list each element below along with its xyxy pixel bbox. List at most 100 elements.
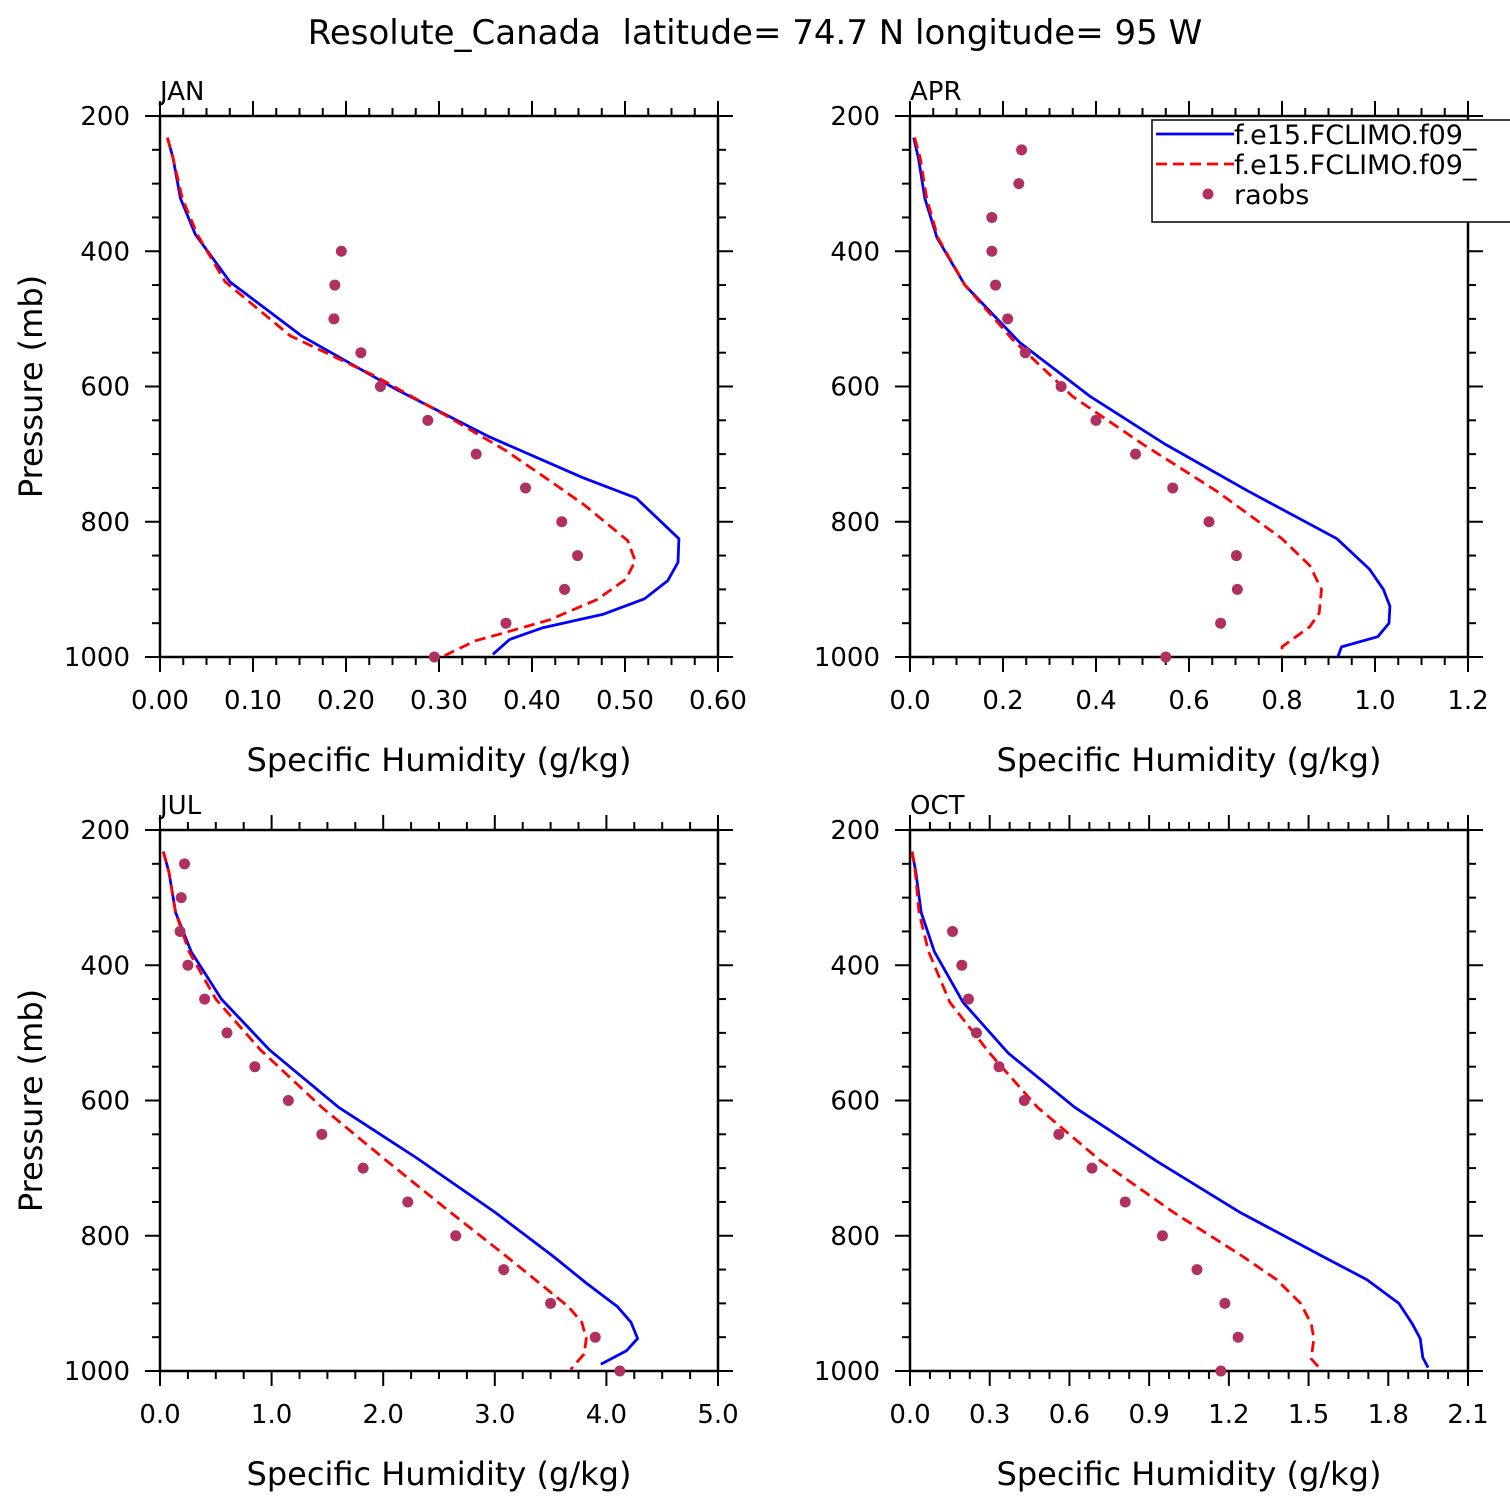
x-tick-label: 4.0 — [586, 1400, 627, 1430]
plot-frame — [158, 114, 720, 659]
model-series-solid-line — [166, 137, 681, 656]
raobs-point — [1016, 144, 1028, 156]
raobs-point — [1119, 1196, 1131, 1208]
y-tick-label: 800 — [830, 508, 880, 538]
y-tick-label: 400 — [830, 237, 880, 267]
raobs-point — [199, 993, 211, 1005]
y-tick-label: 1000 — [64, 643, 130, 673]
raobs-point — [1215, 1365, 1227, 1377]
model-series-dashed-line — [166, 137, 637, 657]
x-tick-label: 0.10 — [224, 686, 282, 716]
raobs-point — [1018, 1095, 1030, 1106]
x-tick-label: 0.6 — [1049, 1400, 1090, 1430]
y-tick-label: 200 — [80, 816, 130, 846]
raobs-point — [428, 651, 440, 663]
panel-title: JAN — [158, 77, 204, 107]
raobs-point — [589, 1331, 601, 1343]
raobs-point — [1167, 482, 1179, 494]
legend-box — [1151, 119, 1510, 223]
x-tick-label: 0.0 — [889, 686, 930, 716]
raobs-series — [174, 858, 626, 1377]
panel-title: JUL — [158, 791, 202, 821]
raobs-point — [986, 245, 998, 257]
x-tick-label: 0.60 — [689, 686, 747, 716]
raobs-point — [1053, 1128, 1065, 1140]
model-series-dashed-line — [161, 851, 588, 1371]
raobs-point — [282, 1095, 294, 1106]
y-tick-label: 600 — [830, 1087, 880, 1117]
y-axis-label: Pressure (mb) — [12, 989, 50, 1212]
raobs-point — [986, 211, 998, 223]
plot-frame — [158, 828, 720, 1373]
x-axis-label: Specific Humidity (g/kg) — [247, 741, 632, 779]
raobs-point — [614, 1365, 626, 1377]
raobs-point — [962, 993, 974, 1005]
x-tick-label: 5.0 — [697, 1400, 738, 1430]
raobs-point — [1230, 550, 1242, 562]
raobs-point — [374, 381, 386, 392]
x-tick-label: 2.0 — [363, 1400, 404, 1430]
raobs-point — [1019, 347, 1031, 359]
x-tick-label: 0.30 — [410, 686, 468, 716]
x-tick-label: 0.20 — [317, 686, 375, 716]
legend: f.e15.FCLIMO.f09_f.e15.FCLIMO.f09_raobs — [1151, 119, 1510, 223]
raobs-point — [357, 1162, 369, 1174]
raobs-point — [355, 347, 367, 359]
x-tick-label: 0.0 — [139, 1400, 180, 1430]
raobs-point — [498, 1264, 510, 1276]
y-tick-label: 800 — [80, 508, 130, 538]
y-tick-label: 400 — [80, 237, 130, 267]
raobs-point — [249, 1061, 261, 1073]
x-axis-label: Specific Humidity (g/kg) — [997, 741, 1382, 779]
y-tick-label: 600 — [80, 1087, 130, 1117]
raobs-series — [947, 925, 1244, 1377]
panel-oct: OCT 0.0 0.3 0.6 0.9 1.2 1.5 1.8 2.1 200 400 600 800 1… — [814, 791, 1489, 1493]
y-tick-label: 600 — [830, 373, 880, 403]
panel-apr: APR 0.0 0.2 0.4 0.6 0.8 1.0 1.2 200 400 600 800 1000… — [814, 77, 1489, 779]
raobs-point — [500, 617, 512, 629]
x-tick-label: 1.0 — [1354, 686, 1395, 716]
model-series-dashed-line — [910, 851, 1321, 1369]
legend-label: f.e15.FCLIMO.f09_ — [1234, 120, 1477, 151]
x-tick-label: 1.0 — [251, 1400, 292, 1430]
y-tick-label: 400 — [80, 951, 130, 981]
raobs-point — [545, 1297, 557, 1309]
raobs-point — [956, 959, 968, 971]
raobs-point — [335, 245, 347, 257]
raobs-point — [993, 1061, 1005, 1073]
x-tick-label: 0.2 — [982, 686, 1023, 716]
raobs-point — [1219, 1297, 1231, 1309]
y-tick-label: 400 — [830, 951, 880, 981]
y-tick-label: 200 — [80, 102, 130, 132]
x-tick-label: 3.0 — [474, 1400, 515, 1430]
y-tick-label: 1000 — [64, 1357, 130, 1387]
x-tick-label: 0.8 — [1261, 686, 1302, 716]
raobs-point — [1203, 516, 1215, 528]
x-tick-label: 1.8 — [1368, 1400, 1409, 1430]
y-tick-label: 600 — [80, 373, 130, 403]
legend-raobs-dot — [1202, 188, 1214, 200]
raobs-point — [1002, 313, 1014, 325]
y-tick-label: 800 — [80, 1222, 130, 1252]
x-tick-label: 0.6 — [1168, 686, 1209, 716]
raobs-point — [328, 313, 340, 325]
x-tick-label: 2.1 — [1447, 1400, 1488, 1430]
panel-title: OCT — [910, 791, 965, 821]
raobs-point — [559, 583, 571, 595]
model-series-dashed-line — [913, 137, 1323, 656]
y-tick-label: 800 — [830, 1222, 880, 1252]
raobs-point — [1086, 1162, 1098, 1174]
raobs-point — [1090, 414, 1102, 426]
raobs-point — [1013, 178, 1025, 190]
raobs-point — [329, 279, 341, 291]
raobs-series — [986, 144, 1243, 663]
x-tick-label: 0.0 — [889, 1400, 930, 1430]
panel-title: APR — [910, 77, 962, 107]
x-tick-label: 0.00 — [131, 686, 189, 716]
raobs-point — [1215, 617, 1227, 629]
raobs-point — [316, 1128, 328, 1140]
x-tick-label: 0.9 — [1128, 1400, 1169, 1430]
x-tick-label: 1.5 — [1288, 1400, 1329, 1430]
raobs-point — [1055, 381, 1067, 392]
